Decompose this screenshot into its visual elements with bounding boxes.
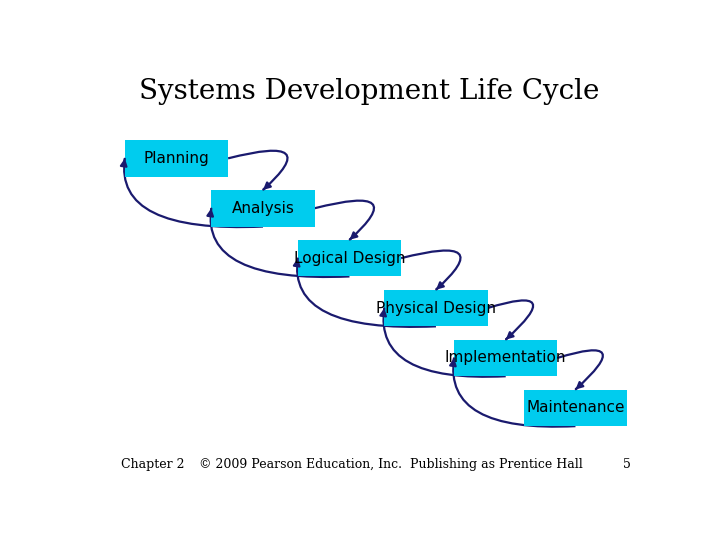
Text: Logical Design: Logical Design bbox=[294, 251, 405, 266]
Text: © 2009 Pearson Education, Inc.  Publishing as Prentice Hall: © 2009 Pearson Education, Inc. Publishin… bbox=[199, 458, 582, 471]
FancyBboxPatch shape bbox=[384, 290, 487, 326]
Text: Implementation: Implementation bbox=[445, 350, 567, 366]
Text: Chapter 2: Chapter 2 bbox=[121, 458, 184, 471]
Text: Physical Design: Physical Design bbox=[376, 301, 496, 315]
FancyBboxPatch shape bbox=[454, 340, 557, 376]
Text: Analysis: Analysis bbox=[232, 201, 294, 216]
FancyBboxPatch shape bbox=[524, 389, 627, 426]
Text: Maintenance: Maintenance bbox=[526, 400, 625, 415]
Text: 5: 5 bbox=[624, 458, 631, 471]
Text: Systems Development Life Cycle: Systems Development Life Cycle bbox=[139, 78, 599, 105]
FancyBboxPatch shape bbox=[125, 140, 228, 177]
FancyBboxPatch shape bbox=[298, 240, 401, 276]
Text: Planning: Planning bbox=[143, 151, 210, 166]
FancyBboxPatch shape bbox=[212, 190, 315, 227]
